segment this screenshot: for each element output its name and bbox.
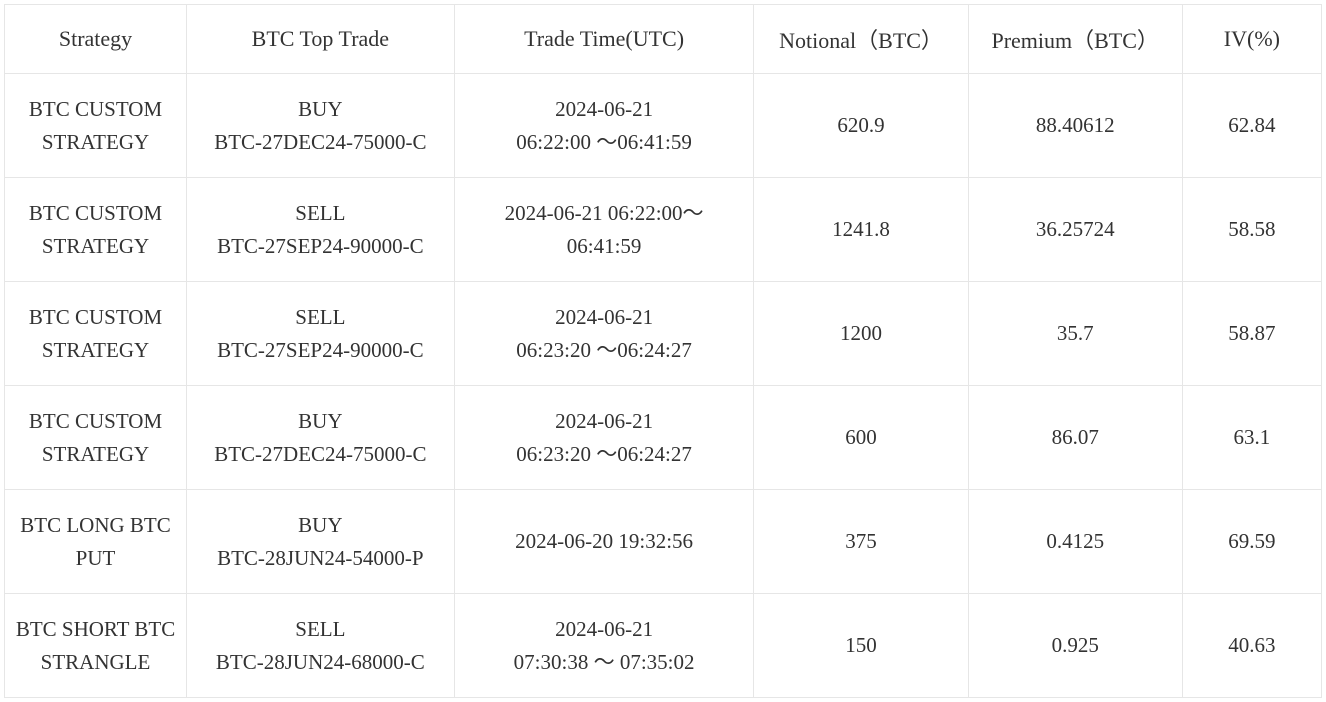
cell-notional: 1200 [754, 282, 968, 386]
cell-top-trade: SELL BTC-27SEP24-90000-C [187, 282, 455, 386]
cell-strategy: BTC CUSTOM STRATEGY [5, 386, 187, 490]
cell-top-trade: BUY BTC-27DEC24-75000-C [187, 74, 455, 178]
cell-premium: 35.7 [968, 282, 1182, 386]
cell-top-trade: SELL BTC-27SEP24-90000-C [187, 178, 455, 282]
cell-top-trade: SELL BTC-28JUN24-68000-C [187, 594, 455, 698]
cell-notional: 620.9 [754, 74, 968, 178]
cell-premium: 36.25724 [968, 178, 1182, 282]
cell-iv: 63.1 [1182, 386, 1321, 490]
cell-iv: 69.59 [1182, 490, 1321, 594]
table-row: BTC CUSTOM STRATEGYBUY BTC-27DEC24-75000… [5, 386, 1322, 490]
col-strategy: Strategy [5, 5, 187, 74]
table-row: BTC CUSTOM STRATEGYBUY BTC-27DEC24-75000… [5, 74, 1322, 178]
table-row: BTC LONG BTC PUTBUY BTC-28JUN24-54000-P2… [5, 490, 1322, 594]
cell-premium: 0.4125 [968, 490, 1182, 594]
table-body: BTC CUSTOM STRATEGYBUY BTC-27DEC24-75000… [5, 74, 1322, 698]
cell-trade-time: 2024-06-21 06:23:20 ～06:24:27 [454, 282, 754, 386]
cell-notional: 600 [754, 386, 968, 490]
col-premium: Premium（BTC） [968, 5, 1182, 74]
cell-premium: 88.40612 [968, 74, 1182, 178]
col-top-trade: BTC Top Trade [187, 5, 455, 74]
col-notional: Notional（BTC） [754, 5, 968, 74]
cell-notional: 1241.8 [754, 178, 968, 282]
table-row: BTC CUSTOM STRATEGYSELL BTC-27SEP24-9000… [5, 282, 1322, 386]
cell-strategy: BTC CUSTOM STRATEGY [5, 282, 187, 386]
cell-strategy: BTC SHORT BTC STRANGLE [5, 594, 187, 698]
cell-notional: 375 [754, 490, 968, 594]
btc-trades-table: Strategy BTC Top Trade Trade Time(UTC) N… [4, 4, 1322, 698]
col-iv: IV(%) [1182, 5, 1321, 74]
table-row: BTC CUSTOM STRATEGYSELL BTC-27SEP24-9000… [5, 178, 1322, 282]
cell-premium: 0.925 [968, 594, 1182, 698]
table-header: Strategy BTC Top Trade Trade Time(UTC) N… [5, 5, 1322, 74]
header-row: Strategy BTC Top Trade Trade Time(UTC) N… [5, 5, 1322, 74]
table-row: BTC SHORT BTC STRANGLESELL BTC-28JUN24-6… [5, 594, 1322, 698]
cell-trade-time: 2024-06-21 06:23:20 ～06:24:27 [454, 386, 754, 490]
cell-top-trade: BUY BTC-27DEC24-75000-C [187, 386, 455, 490]
cell-trade-time: 2024-06-21 06:22:00 ～06:41:59 [454, 74, 754, 178]
cell-strategy: BTC LONG BTC PUT [5, 490, 187, 594]
cell-iv: 40.63 [1182, 594, 1321, 698]
cell-trade-time: 2024-06-21 07:30:38 ～ 07:35:02 [454, 594, 754, 698]
col-trade-time: Trade Time(UTC) [454, 5, 754, 74]
cell-iv: 58.58 [1182, 178, 1321, 282]
cell-iv: 58.87 [1182, 282, 1321, 386]
cell-strategy: BTC CUSTOM STRATEGY [5, 74, 187, 178]
cell-premium: 86.07 [968, 386, 1182, 490]
cell-strategy: BTC CUSTOM STRATEGY [5, 178, 187, 282]
cell-notional: 150 [754, 594, 968, 698]
cell-top-trade: BUY BTC-28JUN24-54000-P [187, 490, 455, 594]
cell-iv: 62.84 [1182, 74, 1321, 178]
cell-trade-time: 2024-06-20 19:32:56 [454, 490, 754, 594]
cell-trade-time: 2024-06-21 06:22:00～ 06:41:59 [454, 178, 754, 282]
